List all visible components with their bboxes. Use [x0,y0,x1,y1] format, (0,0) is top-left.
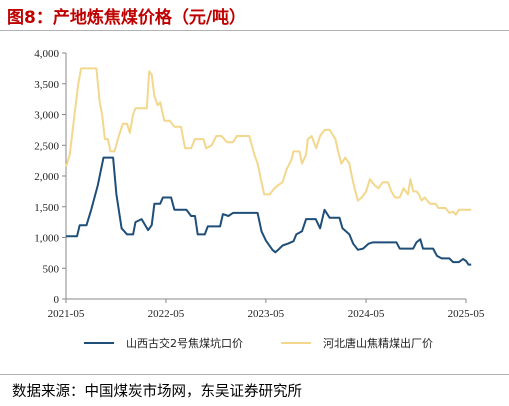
x-tick-label: 2022-05 [148,308,185,320]
y-tick-label: 1,500 [34,202,59,214]
y-tick-label: 0 [54,294,60,306]
legend-label-2: 河北唐山焦精煤出厂价 [323,336,433,350]
y-tick-label: 500 [43,263,60,275]
x-tick-label: 2021-05 [48,308,85,320]
line-chart: 05001,0001,5002,0002,5003,0003,5004,000 … [34,48,485,350]
source-note: 数据来源：中国煤炭市场网，东吴证券研究所 [12,384,302,400]
y-tick-label: 2,000 [34,171,59,183]
title-bar: 图8：产地炼焦煤价格（元/吨） [0,0,509,31]
chart-title: 图8：产地炼焦煤价格（元/吨） [7,8,247,28]
y-tick-label: 4,000 [34,48,59,60]
x-tick-label: 2025-05 [448,308,485,320]
x-tick-label: 2023-05 [248,308,285,320]
series-line-1 [66,156,472,266]
y-tick-label: 1,000 [34,233,59,245]
y-tick-label: 2,500 [34,140,59,152]
y-tick-label: 3,500 [34,79,59,91]
y-axis: 0 500 1,000 1,500 2,000 2,500 3,000 3,500 4,000 [34,48,67,306]
legend: 山西古交2号焦煤坑口价 河北唐山焦精煤出厂价 [84,336,433,350]
series-layer [65,67,472,266]
source-bar: 数据来源：中国煤炭市场网，东吴证券研究所 [0,374,509,406]
x-tick-label: 2024-05 [348,308,385,320]
legend-label-1: 山西古交2号焦煤坑口价 [126,336,243,350]
y-tick-label: 3,000 [34,110,59,122]
series-line-2 [65,67,472,216]
x-axis: 2021-05 2022-05 2023-05 2024-05 2025-05 [48,298,485,320]
